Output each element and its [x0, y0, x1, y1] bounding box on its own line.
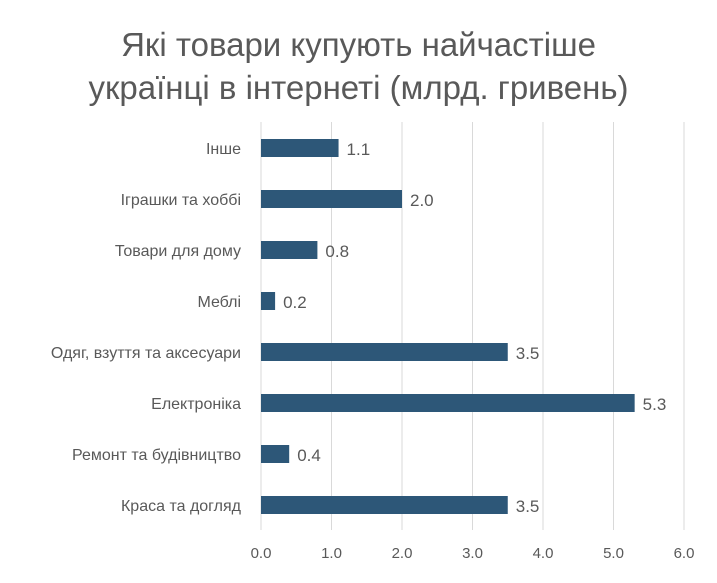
bar — [261, 394, 635, 412]
x-tick-label: 5.0 — [603, 545, 624, 562]
category-label: Електроніка — [151, 396, 241, 413]
data-label: 5.3 — [643, 395, 667, 414]
data-label: 2.0 — [410, 191, 434, 210]
bar — [261, 292, 276, 310]
data-label: 0.8 — [325, 242, 349, 261]
bar — [261, 139, 339, 157]
category-label: Краса та догляд — [121, 498, 242, 515]
data-label: 0.2 — [283, 293, 307, 312]
x-tick-label: 1.0 — [321, 545, 342, 562]
chart-title-line-1: Які товари купують найчастіше — [121, 26, 596, 63]
category-label: Меблі — [197, 294, 241, 311]
data-label: 1.1 — [347, 140, 371, 159]
category-label: Товари для дому — [115, 243, 241, 260]
x-tick-label: 2.0 — [392, 545, 413, 562]
bar — [261, 445, 290, 463]
category-label: Інше — [206, 141, 241, 158]
bar — [261, 190, 402, 208]
category-label: Іграшки та хоббі — [121, 192, 241, 209]
data-label: 0.4 — [297, 446, 321, 465]
x-tick-label: 0.0 — [251, 545, 272, 562]
category-label: Ремонт та будівництво — [72, 447, 241, 464]
chart-title-line-2: українці в інтернеті (млрд. гривень) — [88, 69, 629, 106]
data-label: 3.5 — [516, 497, 540, 516]
x-tick-label: 4.0 — [533, 545, 554, 562]
bar — [261, 496, 508, 514]
bar — [261, 241, 318, 259]
bar — [261, 343, 508, 361]
data-label: 3.5 — [516, 344, 540, 363]
x-tick-label: 3.0 — [462, 545, 483, 562]
x-tick-label: 6.0 — [674, 545, 695, 562]
category-label: Одяг, взуття та аксесуари — [51, 345, 241, 362]
